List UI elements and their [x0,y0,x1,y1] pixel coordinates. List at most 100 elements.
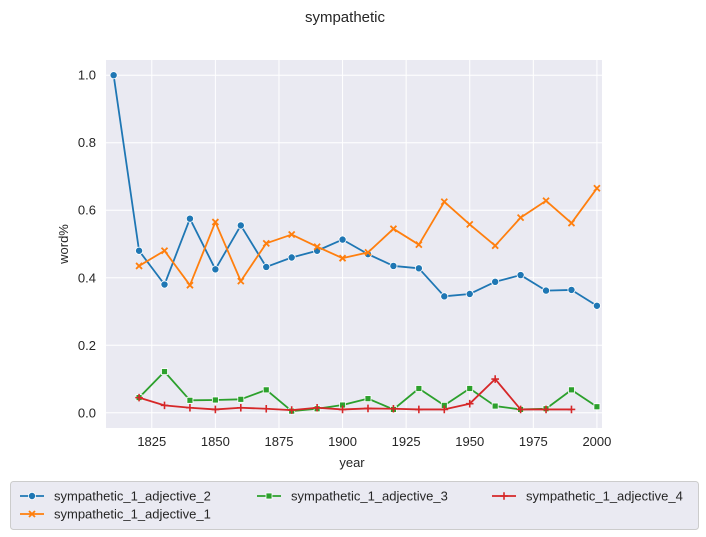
legend-item: sympathetic_1_adjective_2 [20,489,211,504]
data-point [338,254,347,262]
data-point [287,253,296,262]
y-axis-ticks: 0.0 0.2 0.4 0.6 0.8 1.0 [78,68,96,421]
x-tick-label: 1925 [392,434,421,449]
data-point [415,405,423,414]
data-point [491,242,499,250]
data-point [186,281,194,289]
data-point [135,262,143,270]
data-point [516,405,525,414]
data-point [186,396,194,404]
data-point [237,403,245,412]
series-sympathetic_1_adjective_4 [135,375,576,414]
data-point [364,404,372,413]
plot-area [106,60,602,428]
y-tick-label: 1.0 [78,68,96,83]
data-point [160,280,169,289]
data-point [135,246,144,255]
series-sympathetic_1_adjective_1 [135,184,601,289]
data-point [262,262,271,271]
data-point [415,385,423,392]
y-axis-label: word% [56,224,71,265]
x-axis-ticks: 1825 1850 1875 1900 1925 1950 1975 2000 [137,434,611,449]
data-point [109,71,118,80]
data-point [338,235,347,244]
data-point [567,219,576,227]
data-point [211,396,219,404]
data-point [288,230,296,239]
data-point [593,403,601,411]
data-point [516,214,525,222]
data-point [262,239,270,247]
data-point [211,218,220,226]
data-point [161,368,168,376]
data-point [160,401,169,410]
data-point [236,221,245,230]
data-point [567,285,576,294]
legend: sympathetic_1_adjective_2 sympathetic_1_a… [10,481,699,530]
legend-item: sympathetic_1_adjective_4 [492,489,683,504]
legend-label: sympathetic_1_adjective_2 [54,489,211,504]
data-point [542,197,550,205]
data-point [491,375,499,383]
data-point [237,395,245,403]
data-point [338,405,347,414]
series-sympathetic_1_adjective_2 [109,71,601,310]
data-point [568,386,575,394]
data-point [491,277,500,286]
legend-marker [27,491,36,500]
data-point [465,399,474,408]
legend-frame [10,481,699,530]
x-tick-label: 2000 [582,434,611,449]
data-point [592,301,601,310]
data-point [516,271,525,280]
data-point [185,214,194,223]
x-tick-label: 1975 [519,434,548,449]
data-point [186,403,194,412]
y-tick-label: 0.0 [78,405,96,420]
data-point [440,198,448,206]
series-line [112,75,598,307]
legend-label: sympathetic_1_adjective_3 [291,489,448,504]
data-point [237,277,245,285]
data-point [262,386,270,394]
y-tick-label: 0.2 [78,338,96,353]
x-tick-label: 1850 [201,434,230,449]
data-point [287,406,296,414]
legend-marker [500,492,508,500]
x-tick-label: 1875 [265,434,294,449]
data-point [313,403,321,412]
data-point [135,393,143,402]
data-point [364,395,372,403]
legend-label: sympathetic_1_adjective_1 [54,507,211,522]
x-tick-label: 1950 [455,434,484,449]
data-point [414,264,423,273]
data-point [262,404,271,413]
series-group [109,71,601,415]
data-point [491,402,499,410]
legend-item: sympathetic_1_adjective_1 [20,507,211,522]
chart-title: sympathetic [305,9,386,26]
data-point [466,385,474,392]
data-point [160,247,169,255]
data-point [313,243,321,251]
data-point [389,261,398,270]
data-point [542,286,551,295]
data-point [593,184,601,192]
series-line [138,378,572,412]
legend-marker [28,510,36,518]
x-axis-label: year [339,455,365,470]
data-point [440,292,449,301]
x-tick-label: 1900 [328,434,357,449]
legend-label: sympathetic_1_adjective_4 [526,489,683,504]
legend-marker [265,492,273,500]
data-point [440,405,449,414]
data-point [415,241,423,249]
data-point [364,248,372,257]
data-point [389,225,398,233]
x-tick-label: 1825 [137,434,166,449]
data-point [211,405,220,414]
data-point [389,404,398,413]
y-tick-label: 0.6 [78,203,96,218]
data-point [211,265,220,274]
